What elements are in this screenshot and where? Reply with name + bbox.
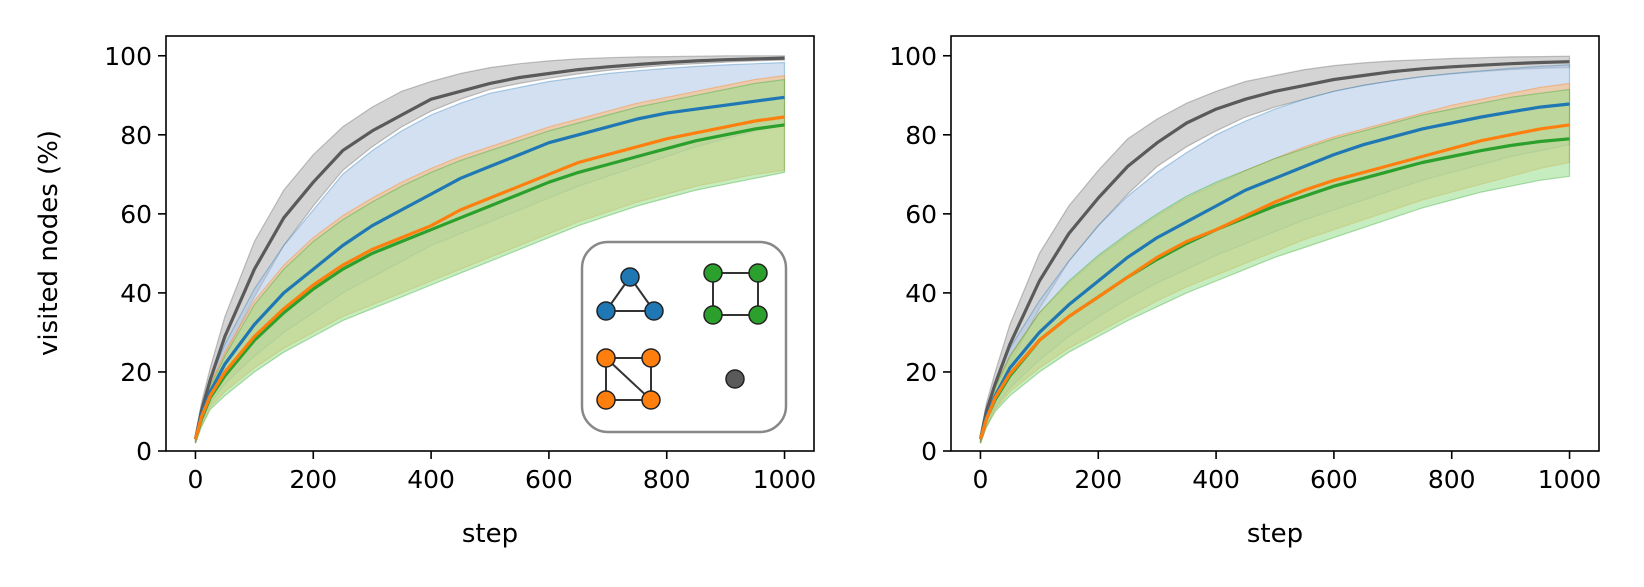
left-x-tick-label: 0	[188, 465, 204, 494]
legend-node-square-diag	[641, 390, 661, 410]
left-y-ticks: 0 20 40 60 80 100	[104, 42, 166, 466]
right-x-tick-label: 0	[973, 465, 989, 494]
right-y-tick-label: 80	[905, 121, 937, 150]
left-x-tick-label: 600	[525, 465, 573, 494]
right-axes-frame	[950, 35, 1600, 452]
left-x-ticks: 0 200 400 600 800 1000	[188, 451, 817, 494]
left-line-single-node	[193, 56, 785, 440]
legend-node-square	[748, 263, 768, 283]
right-x-tick-label: 200	[1074, 465, 1122, 494]
right-y-ticks: 0 20 40 60 80 100	[889, 42, 951, 466]
legend-node-square	[703, 263, 723, 283]
right-line-single-node	[978, 60, 1570, 440]
left-x-axis-title: step	[462, 519, 518, 549]
legend	[580, 240, 788, 434]
right-series-lines	[978, 60, 1570, 440]
left-y-tick-label: 40	[120, 279, 152, 308]
left-line-triangle	[193, 95, 785, 440]
left-line-square	[193, 123, 785, 440]
right-panel: 0 200 400 600 800 1000 0 20 40 60 80 100 step	[889, 35, 1602, 549]
right-y-tick-label: 20	[905, 358, 937, 387]
right-confidence-bands	[979, 55, 1571, 444]
left-series-lines	[193, 56, 785, 440]
triangle-graph-icon	[596, 267, 664, 321]
single-node-icon	[725, 369, 745, 389]
legend-node-triangle	[596, 301, 616, 321]
left-band-square	[194, 78, 786, 444]
right-x-tick-label: 1000	[1538, 465, 1602, 494]
right-y-tick-label: 0	[921, 437, 937, 466]
left-y-tick-label: 20	[120, 358, 152, 387]
right-x-ticks: 0 200 400 600 800 1000	[973, 451, 1602, 494]
right-y-tick-label: 100	[889, 42, 937, 71]
square-with-diagonal-graph-icon	[596, 348, 661, 410]
legend-node-square	[703, 305, 723, 325]
left-y-tick-label: 80	[120, 121, 152, 150]
legend-node-triangle	[644, 301, 664, 321]
legend-node-square-diag	[596, 390, 616, 410]
right-y-tick-label: 40	[905, 279, 937, 308]
right-x-tick-label: 800	[1428, 465, 1476, 494]
right-line-triangle	[978, 102, 1570, 440]
left-y-axis-title: visited nodes (%)	[34, 130, 64, 356]
legend-node-square-diag	[641, 348, 661, 368]
left-y-tick-label: 60	[120, 200, 152, 229]
right-line-square-with-diagonal	[978, 123, 1570, 440]
right-x-tick-label: 400	[1192, 465, 1240, 494]
left-y-tick-label: 100	[104, 42, 152, 71]
left-line-square-with-diagonal	[193, 115, 785, 440]
right-x-axis-title: step	[1247, 519, 1303, 549]
left-x-tick-label: 200	[289, 465, 337, 494]
right-x-tick-label: 600	[1310, 465, 1358, 494]
legend-node-square	[748, 305, 768, 325]
legend-node-square-diag	[596, 348, 616, 368]
left-panel: 0 200 400 600 800 1000 0 20 40 60 80 100 step visi…	[34, 35, 817, 549]
legend-node-single-node	[725, 369, 745, 389]
left-x-tick-label: 800	[643, 465, 691, 494]
left-x-tick-label: 1000	[753, 465, 817, 494]
left-y-tick-label: 0	[136, 437, 152, 466]
square-graph-icon	[703, 263, 768, 325]
right-band-square	[979, 88, 1571, 444]
left-axes-frame	[165, 35, 815, 452]
right-y-tick-label: 60	[905, 200, 937, 229]
legend-node-triangle	[620, 267, 640, 287]
left-x-tick-label: 400	[407, 465, 455, 494]
